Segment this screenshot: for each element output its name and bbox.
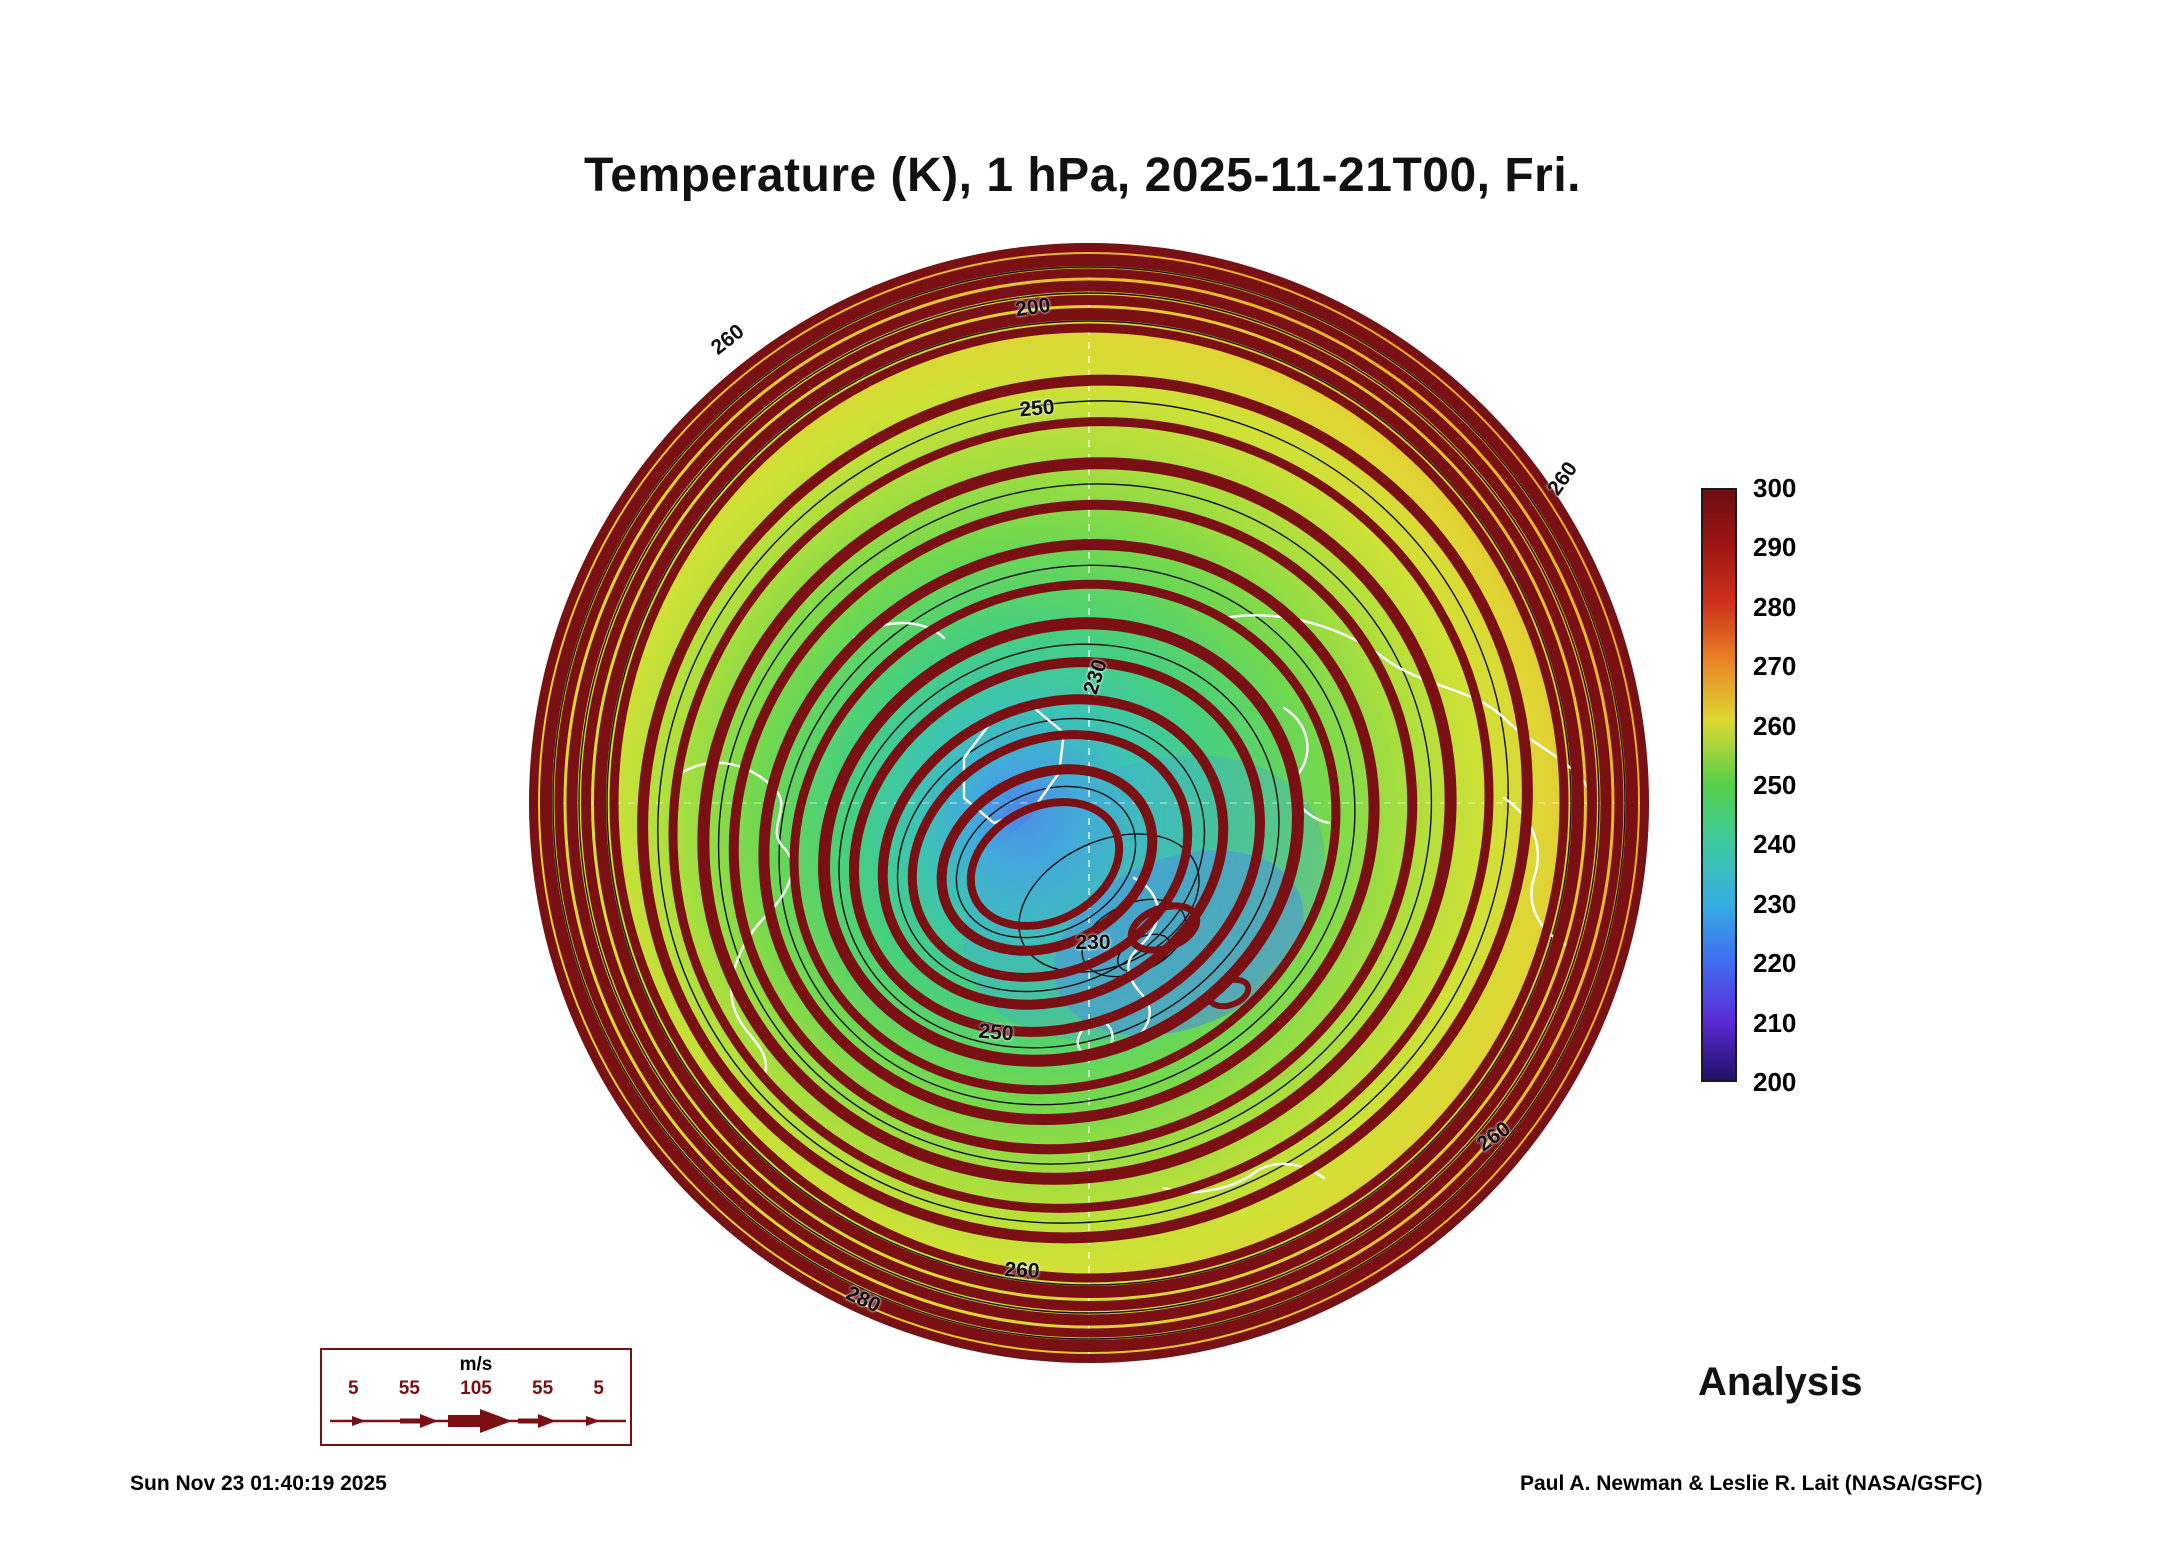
colorbar-tick-label: 270 <box>1753 651 1797 682</box>
polar-temperature-map: 260 200 250 230 230 250 260 280 260 260 <box>524 238 1654 1368</box>
wind-speed-value: 105 <box>460 1378 492 1399</box>
colorbar-tick-label: 210 <box>1753 1007 1797 1038</box>
temperature-contours <box>552 266 1626 1340</box>
chart-title: Temperature (K), 1 hPa, 2025-11-21T00, F… <box>583 149 1581 202</box>
graticule-lines <box>530 244 1648 1362</box>
analysis-label: Analysis <box>1698 1360 1863 1404</box>
wind-streamlines <box>529 243 1649 1363</box>
colorbar-tick-label: 250 <box>1753 770 1797 800</box>
wind-speed-value: 5 <box>348 1378 359 1399</box>
temperature-colorbar <box>1701 488 1737 1082</box>
wind-speed-legend: m/s 5 55 105 55 5 <box>320 1348 632 1446</box>
colorbar-tick-label: 220 <box>1753 948 1797 979</box>
map-boundary <box>529 243 1649 1363</box>
wind-units-label: m/s <box>459 1354 493 1375</box>
colorbar-tick-label: 200 <box>1753 1067 1797 1097</box>
colorbar-tick-label: 230 <box>1753 888 1797 919</box>
polar-map-svg <box>529 243 1649 1363</box>
wind-arrow-glyphs <box>330 1409 626 1433</box>
wind-speed-value: 5 <box>593 1378 604 1399</box>
colorbar-ticks: 300 290 280 270 260 250 240 230 220 210 200 <box>1753 474 1843 1096</box>
colorbar-tick-label: 280 <box>1753 591 1797 622</box>
wind-legend-speeds: 5 55 105 55 5 <box>322 1378 630 1400</box>
colorbar-tick-label: 240 <box>1753 829 1797 860</box>
colorbar-tick-label: 300 <box>1753 473 1797 503</box>
wind-speed-value: 55 <box>532 1378 554 1399</box>
wind-speed-value: 55 <box>398 1378 420 1399</box>
colorbar-tick-label: 290 <box>1753 532 1797 563</box>
credit-text: Paul A. Newman & Leslie R. Lait (NASA/GS… <box>1520 1472 1983 1495</box>
creation-timestamp: Sun Nov 23 01:40:19 2025 <box>130 1472 387 1495</box>
colorbar-tick-label: 260 <box>1753 710 1797 741</box>
